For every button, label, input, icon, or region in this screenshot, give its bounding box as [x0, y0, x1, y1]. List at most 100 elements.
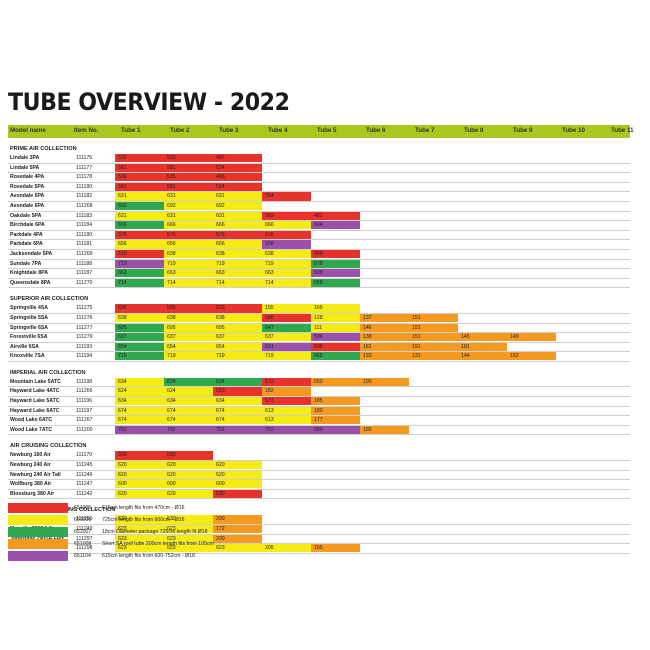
- item-number: 111188: [76, 260, 93, 267]
- tube-length-cell: 631: [115, 192, 164, 201]
- tube-length-cell: 581: [164, 182, 213, 191]
- tube-length-cell: 180: [311, 406, 360, 415]
- item-number: 111245: [76, 462, 93, 469]
- model-name: Springville 4SA: [10, 305, 49, 312]
- table-row: Hayward Lake 6ATC 111197 674 674 674 613 180: [8, 406, 630, 417]
- table-row: Jonesville 290SA Flex111297623623200: [8, 534, 630, 545]
- tube-length-cell: 600: [164, 480, 213, 489]
- tube-length-cell: 637: [115, 333, 164, 342]
- tube-length-cell: 623: [164, 534, 213, 543]
- tube-length-cell: 620: [213, 470, 262, 479]
- tube-length-cell: 182: [262, 387, 311, 396]
- tube-length-cell: 181: [360, 342, 409, 351]
- tube-length-cell: 569: [262, 211, 311, 220]
- tube-length-cell: 692: [213, 201, 262, 211]
- header-tube-7: Tube 7: [415, 127, 435, 134]
- tube-length-cell: 623: [115, 544, 164, 553]
- tube-length-cell: 695: [115, 323, 164, 332]
- legend-swatch: [8, 539, 68, 549]
- tube-length-cell: 149: [507, 333, 556, 342]
- item-number: 111184: [76, 222, 93, 229]
- item-number: 111268: [76, 202, 93, 209]
- item-number: 111177: [76, 164, 93, 171]
- tube-length-cell: 656: [115, 240, 164, 249]
- tube-length-cell: 666: [164, 221, 213, 230]
- tube-length-cell: 595: [164, 304, 213, 313]
- model-name: Wood Lake 7ATC: [10, 426, 53, 433]
- item-number: 111250: [76, 516, 93, 523]
- model-name: Newburg 240 Air Tall: [10, 471, 61, 478]
- table-row: Newburg 240 Air 111245 620 620 620: [8, 461, 630, 471]
- tube-length-cell: 752: [213, 425, 262, 435]
- table-row: Oakdale 5PA 111183 631 631 631 569 481: [8, 211, 630, 222]
- tube-length-cell: 569: [311, 249, 360, 259]
- tube-length-cell: 532: [115, 154, 164, 163]
- tube-length-cell: 714: [262, 278, 311, 287]
- tube-length-cell: 656: [164, 240, 213, 249]
- legend-description: 18cm Diameter package 725cm length fit Ø…: [102, 529, 208, 535]
- model-name: Rosedale 4PA: [10, 174, 45, 181]
- tube-length-cell: 666: [115, 221, 164, 230]
- model-name: Parkdale 6PA: [10, 241, 43, 248]
- header-tube-5: Tube 5: [317, 127, 337, 134]
- model-name: Hayward Lake 6ATC: [10, 407, 60, 414]
- model-name: Newburg 160 Air: [10, 452, 51, 459]
- tube-length-cell: 610: [115, 249, 164, 259]
- tube-length-cell: 613: [262, 416, 311, 425]
- tube-length-cell: 678: [311, 259, 360, 268]
- tube-length-cell: 620: [115, 461, 164, 470]
- legend-description: Short SA roof tube 200cm length fits fro…: [102, 541, 214, 547]
- item-number: 111246: [76, 471, 93, 478]
- tube-length-cell: 506: [311, 342, 360, 351]
- tube-length-cell: 144: [458, 352, 507, 361]
- table-row: Wood Lake 7ATC 111200 752 752 752 752 680 185: [8, 425, 630, 436]
- model-name: Avondale 6PA: [10, 202, 45, 209]
- tube-length-cell: 530: [213, 489, 262, 498]
- section-heading: PRIME AIR COLLECTION: [8, 144, 630, 154]
- section-title: AIR CRUISING COLLECTION: [10, 443, 87, 450]
- legend-code: 651007: [74, 529, 92, 535]
- legend-swatch: [8, 503, 68, 513]
- header-tube-11: Tube 11: [611, 127, 634, 134]
- item-number: 111181: [76, 241, 93, 248]
- tube-length-cell: 630: [115, 515, 164, 524]
- item-number: 111194: [76, 353, 93, 360]
- tube-length-cell: 516: [262, 230, 311, 239]
- tube-length-cell: 554: [262, 192, 311, 201]
- tube-length-cell: 692: [115, 201, 164, 211]
- tube-length-cell: 752: [164, 425, 213, 435]
- tube-length-cell: 674: [213, 416, 262, 425]
- model-name: Forestville 6SA: [10, 334, 48, 341]
- tube-length-cell: 634: [115, 377, 164, 387]
- model-name: Airville 6SA: [10, 343, 39, 350]
- tube-length-cell: 714: [115, 278, 164, 287]
- header-tube-6: Tube 6: [366, 127, 386, 134]
- tube-length-cell: 666: [262, 221, 311, 230]
- section-title: IMPERIAL AIR COLLECTION: [10, 369, 86, 376]
- model-name: Wolfburg 380 Air: [10, 481, 52, 488]
- legend-swatch: [8, 551, 68, 561]
- table-row: Parkdale 4PA 111180 576 576 576 516: [8, 230, 630, 241]
- table-row: Wolfburg 380 Air 111247 600 600 600: [8, 480, 630, 490]
- model-name: Wood Lake 6ATC: [10, 417, 53, 424]
- model-name: Birchdale 6PA: [10, 222, 45, 229]
- table-row: Mountain Lake 5ATC 111198 634 634 634 573 550 1…: [8, 377, 630, 388]
- table-row: Knoxville 7SA 111194 719 719 719 719 668 133 131…: [8, 352, 630, 362]
- legend-description: 615cm length fits from 470cm - Ø16: [102, 505, 185, 511]
- table-row: Rosedale 5PA 111180 581 581 524: [8, 182, 630, 193]
- tube-length-cell: 638: [213, 249, 262, 259]
- table-row: Parkdale 6PA 111181 656 656 656 598: [8, 240, 630, 250]
- tube-length-cell: 654: [115, 342, 164, 351]
- header-tube-2: Tube 2: [170, 127, 190, 134]
- table-row: Queensdale 8PA 111270 714 714 714 714 658: [8, 278, 630, 289]
- tube-length-cell: 674: [213, 406, 262, 415]
- table-row: Birchdale 6PA 111184 666 666 666 666 604: [8, 221, 630, 231]
- item-number: 111197: [76, 407, 93, 414]
- item-number: 111170: [76, 452, 93, 459]
- tube-length-cell: 658: [311, 278, 360, 287]
- tube-length-cell: 532: [164, 154, 213, 163]
- tube-length-cell: 608: [311, 269, 360, 278]
- tube-length-cell: 623: [164, 525, 213, 534]
- model-name: Hayward Lake 5ATC: [10, 398, 60, 405]
- tube-length-cell: 695: [213, 323, 262, 332]
